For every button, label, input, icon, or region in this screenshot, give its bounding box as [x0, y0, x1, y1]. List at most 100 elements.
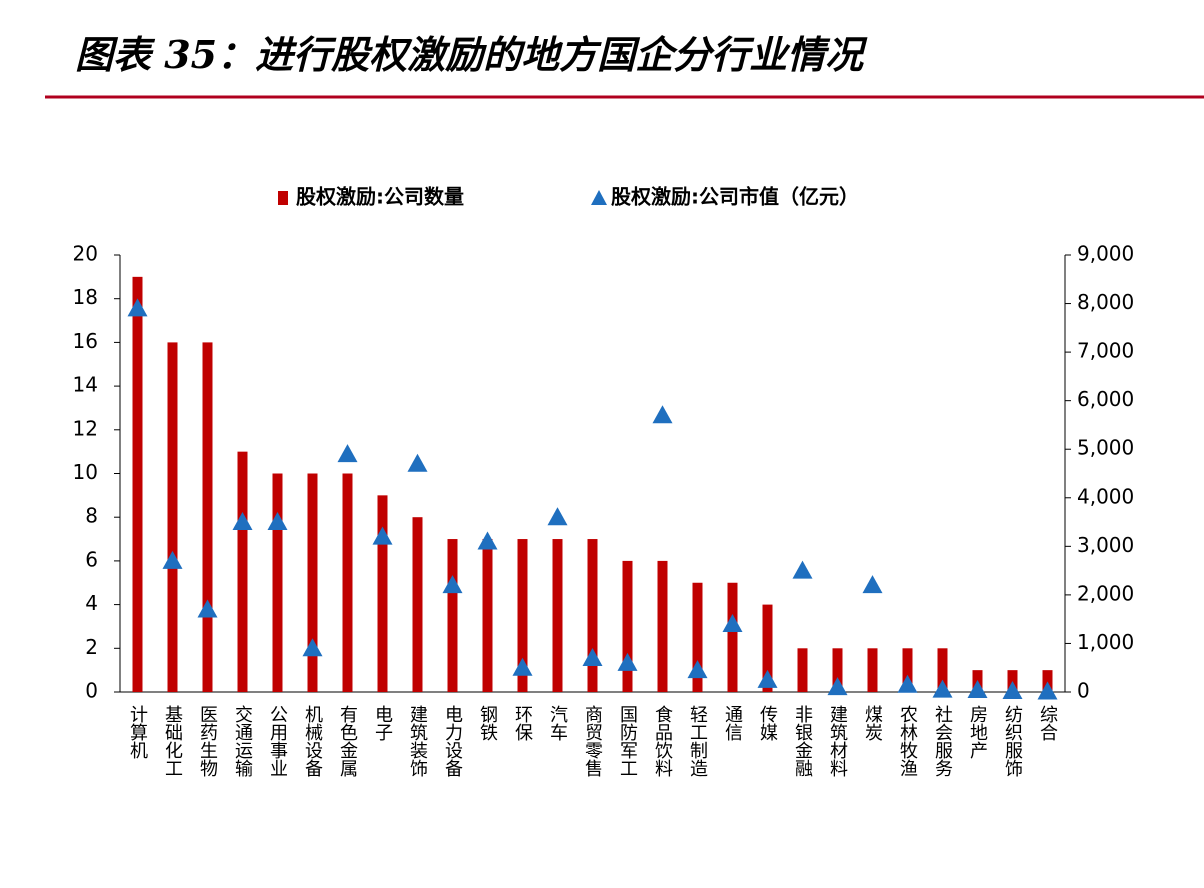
triangle-marker — [162, 550, 183, 569]
x-tick-label: 基础化工 — [162, 705, 183, 777]
x-tick-label: 环保 — [512, 705, 533, 741]
y2-tick-label: 0 — [1077, 679, 1090, 703]
y-tick-label: 12 — [73, 416, 98, 440]
triangle-marker — [617, 652, 638, 671]
y2-tick-label: 4,000 — [1077, 484, 1134, 508]
bar — [1042, 670, 1053, 692]
y2-tick-label: 2,000 — [1077, 581, 1134, 605]
x-tick-label: 非银金融 — [792, 705, 813, 777]
bar — [657, 560, 668, 692]
triangle-marker — [827, 677, 848, 696]
bar — [237, 451, 248, 692]
triangle-marker — [897, 674, 918, 693]
y2-tick-label: 5,000 — [1077, 436, 1134, 460]
x-tick-label: 医药生物 — [197, 705, 218, 777]
triangle-marker — [407, 453, 428, 472]
x-tick-label: 传媒 — [757, 705, 778, 741]
triangle-marker — [442, 575, 463, 594]
x-tick-label: 纺织服饰 — [1002, 705, 1023, 777]
x-tick-label: 房地产 — [967, 705, 988, 759]
x-tick-label: 建筑材料 — [827, 705, 848, 777]
triangle-marker — [477, 531, 498, 550]
bar — [517, 539, 528, 692]
bar — [167, 342, 178, 692]
y-tick-label: 18 — [73, 285, 98, 309]
bar — [272, 473, 283, 692]
triangle-marker — [687, 660, 708, 679]
bar — [692, 582, 703, 692]
y2-tick-label: 7,000 — [1077, 339, 1134, 363]
x-tick-label: 通信 — [722, 705, 743, 741]
triangle-marker — [722, 614, 743, 633]
bar — [622, 560, 633, 692]
x-tick-label: 电力设备 — [442, 705, 463, 777]
bar — [377, 495, 388, 692]
bar — [482, 539, 493, 692]
x-tick-label: 有色金属 — [337, 705, 358, 777]
triangle-marker — [967, 680, 988, 699]
bar — [447, 539, 458, 692]
triangle-marker — [1037, 681, 1058, 700]
triangle-marker — [372, 526, 393, 545]
y2-tick-label: 6,000 — [1077, 387, 1134, 411]
x-tick-label: 汽车 — [547, 705, 568, 741]
triangle-marker — [757, 669, 778, 688]
x-tick-label: 食品饮料 — [652, 705, 673, 777]
triangle-marker — [792, 560, 813, 579]
chart-title: 图表 35：进行股权激励的地方国企分行业情况 — [75, 32, 868, 77]
x-tick-label: 综合 — [1037, 705, 1058, 741]
x-tick-label: 公用事业 — [267, 705, 288, 777]
x-tick-label: 轻工制造 — [687, 705, 708, 777]
bar — [412, 517, 423, 692]
x-tick-label: 国防军工 — [617, 705, 638, 777]
bar — [797, 648, 808, 692]
bar — [937, 648, 948, 692]
y2-tick-label: 9,000 — [1077, 242, 1134, 266]
triangle-marker — [582, 648, 603, 667]
y2-tick-label: 3,000 — [1077, 533, 1134, 557]
x-tick-label: 农林牧渔 — [897, 705, 918, 777]
legend-label: 股权激励:公司市值（亿元） — [611, 185, 859, 209]
x-tick-label: 商贸零售 — [582, 705, 603, 777]
x-tick-label: 机械设备 — [302, 705, 323, 777]
y-tick-label: 0 — [85, 679, 98, 703]
y-tick-label: 4 — [85, 591, 98, 615]
triangle-marker — [302, 638, 323, 657]
y-tick-label: 2 — [85, 635, 98, 659]
bar — [727, 582, 738, 692]
bar — [342, 473, 353, 692]
triangle-marker — [337, 444, 358, 463]
triangle-marker — [652, 405, 673, 424]
y2-tick-label: 8,000 — [1077, 290, 1134, 314]
triangle-marker — [127, 298, 148, 317]
triangle-marker — [932, 679, 953, 698]
triangle-marker — [512, 657, 533, 676]
legend-swatch — [278, 191, 288, 205]
bar — [307, 473, 318, 692]
x-tick-label: 电子 — [372, 705, 393, 741]
bar — [552, 539, 563, 692]
bar — [202, 342, 213, 692]
bar — [902, 648, 913, 692]
triangle-marker — [862, 575, 883, 594]
x-tick-label: 交通运输 — [232, 705, 253, 778]
bar — [762, 604, 773, 692]
y-tick-label: 10 — [73, 460, 98, 484]
triangle-marker — [1002, 681, 1023, 700]
triangle-marker — [197, 599, 218, 618]
bar — [832, 648, 843, 692]
triangle-marker — [232, 512, 253, 531]
legend-swatch — [591, 190, 607, 205]
x-tick-label: 煤炭 — [862, 705, 883, 741]
y-tick-label: 14 — [73, 373, 98, 397]
triangle-marker — [547, 507, 568, 526]
x-tick-label: 建筑装饰 — [407, 705, 428, 777]
x-tick-label: 计算机 — [127, 705, 148, 759]
y-tick-label: 8 — [85, 504, 98, 528]
y2-tick-label: 1,000 — [1077, 630, 1134, 654]
bar — [867, 648, 878, 692]
bar — [587, 539, 598, 692]
y-tick-label: 20 — [73, 242, 98, 266]
x-tick-label: 钢铁 — [477, 705, 498, 741]
